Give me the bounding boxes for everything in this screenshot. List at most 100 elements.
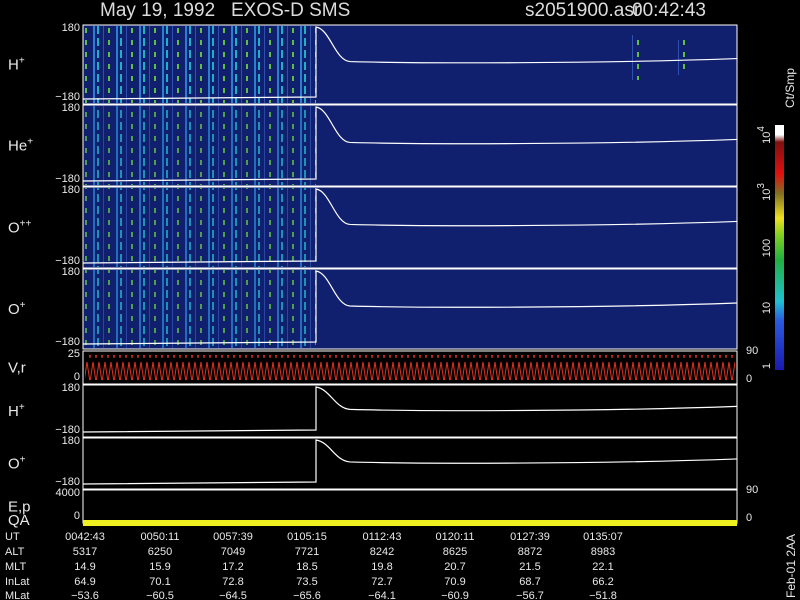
y-tick-label: 180 (62, 184, 80, 196)
y-tick-label: 0 (74, 371, 80, 383)
y-tick-label: −180 (55, 336, 80, 348)
panel-label-sup: + (20, 300, 26, 311)
y2-tick-label: 0 (746, 512, 752, 524)
ephemeris-value: 17.2 (222, 561, 243, 573)
ephemeris-value: −64.1 (368, 590, 396, 600)
panel-label: V,r (8, 360, 26, 377)
panel-label: O++ (8, 219, 32, 237)
ephemeris-value: 0127:39 (510, 531, 550, 543)
spectrogram (84, 188, 316, 267)
y2-tick-label: 90 (746, 345, 758, 357)
ephemeris-value: −60.5 (146, 590, 174, 600)
panel-label-sup: + (19, 56, 25, 67)
colorbar-tick-label: 1 (761, 363, 773, 369)
ephemeris-value: 20.7 (444, 561, 465, 573)
panel-label: QA (8, 512, 30, 529)
y2-tick-label: 0 (746, 373, 752, 385)
ephemeris-value: −51.8 (589, 590, 617, 600)
header-file: s2051900.asr (525, 0, 641, 21)
panel-label-base: H (8, 57, 19, 74)
panel-label-sup: ++ (20, 219, 32, 230)
ephemeris-value: −60.9 (441, 590, 469, 600)
panel (82, 489, 738, 524)
spectrogram (84, 26, 316, 103)
colorbar-tick-label-sup: 4 (756, 126, 767, 132)
ephemeris-value: 70.9 (444, 576, 465, 588)
ephemeris-value: 73.5 (296, 576, 317, 588)
ephemeris-value: 21.5 (519, 561, 540, 573)
panel-label-base: He (8, 138, 27, 155)
ephemeris-value: 15.9 (149, 561, 170, 573)
ephemeris-label: MLT (5, 561, 26, 573)
y-tick-label: −180 (55, 91, 80, 103)
ephemeris-value: 18.5 (296, 561, 317, 573)
ephemeris-value: −56.7 (516, 590, 544, 600)
spectrogram (84, 106, 316, 185)
panel-label-base: O (8, 301, 20, 318)
ephemeris-value: 6250 (148, 546, 172, 558)
ephemeris-value: 8983 (591, 546, 615, 558)
footer: Feb-01 2AA (784, 534, 798, 598)
header-title: May 19, 1992 EXOS-D SMS (100, 0, 350, 21)
ephemeris-value: 22.1 (592, 561, 613, 573)
ephemeris-value: 5317 (73, 546, 97, 558)
colorbar-tick-label-base: 1 (761, 363, 773, 369)
header-time: 00:42:43 (632, 0, 706, 21)
colorbar-tick-label-base: 10 (761, 132, 773, 144)
ephemeris-value: −53.6 (71, 590, 99, 600)
trace (82, 439, 738, 485)
y-tick-label: 0 (74, 510, 80, 522)
colorbar-tick-label: 100 (761, 239, 773, 257)
colorbar-tick-label-base: 100 (761, 239, 773, 257)
y2-tick-label: 90 (746, 484, 758, 496)
colorbar-tick-label-base: 10 (761, 189, 773, 201)
ephemeris-value: 0105:15 (287, 531, 327, 543)
spectrogram-burst (628, 35, 642, 80)
panel-label-base: O (8, 456, 20, 473)
vr-trace (85, 355, 735, 380)
ephemeris-value: 0057:39 (213, 531, 253, 543)
ephemeris-value: 7049 (221, 546, 245, 558)
trace (82, 106, 738, 182)
panel-label: O+ (8, 300, 26, 318)
y-tick-label: 4000 (56, 487, 80, 499)
panel-label: H+ (8, 402, 25, 420)
y-tick-label: −180 (55, 173, 80, 185)
ephemeris-label: UT (5, 531, 20, 543)
panel-label: H+ (8, 56, 25, 74)
colorbar-title: Ct/Smp (783, 68, 797, 108)
panel-label: E,p (8, 499, 31, 516)
ephemeris-value: 8625 (443, 546, 467, 558)
spectrogram-burst (678, 40, 690, 75)
panel-label: He+ (8, 137, 33, 155)
y-tick-label: 180 (62, 266, 80, 278)
panel-label-sup: + (19, 402, 25, 413)
panel-label: O+ (8, 455, 26, 473)
ephemeris-value: 68.7 (519, 576, 540, 588)
colorbar-tick-label: 10 (761, 302, 773, 314)
ephemeris-value: −65.6 (293, 590, 321, 600)
colorbar-tick-label-base: 10 (761, 302, 773, 314)
ephemeris-value: 72.8 (222, 576, 243, 588)
trace (82, 386, 738, 433)
trace (82, 270, 738, 345)
ephemeris-value: 8872 (518, 546, 542, 558)
ephemeris-value: 7721 (295, 546, 319, 558)
ephemeris-value: 8242 (370, 546, 394, 558)
ephemeris-value: 0112:43 (363, 531, 402, 543)
panel-label-base: O (8, 220, 20, 237)
ephemeris-value: 70.1 (149, 576, 170, 588)
ephemeris-label: MLat (5, 590, 29, 600)
y-tick-label: 25 (68, 348, 80, 360)
panel-label-base: V,r (8, 360, 26, 377)
ephemeris-value: 0120:11 (436, 531, 475, 543)
panel-label-base: E,p (8, 499, 31, 516)
trace (82, 188, 738, 264)
ephemeris-label: ALT (5, 546, 25, 558)
ephemeris-value: 72.7 (371, 576, 392, 588)
y-tick-label: −180 (55, 424, 80, 436)
y-tick-label: 180 (62, 382, 80, 394)
ephemeris-value: 14.9 (74, 561, 95, 573)
